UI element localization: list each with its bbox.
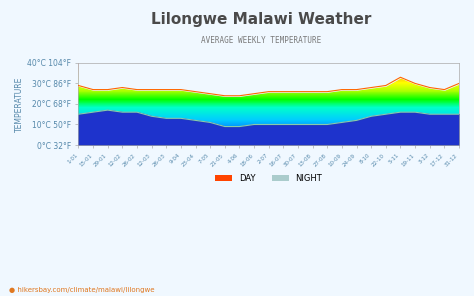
Text: ● hikersbay.com/climate/malawi/lilongwe: ● hikersbay.com/climate/malawi/lilongwe bbox=[9, 287, 155, 293]
Text: AVERAGE WEEKLY TEMPERATURE: AVERAGE WEEKLY TEMPERATURE bbox=[201, 36, 321, 44]
Text: Lilongwe Malawi Weather: Lilongwe Malawi Weather bbox=[151, 12, 371, 27]
Legend: DAY, NIGHT: DAY, NIGHT bbox=[212, 170, 325, 186]
Y-axis label: TEMPERATURE: TEMPERATURE bbox=[15, 76, 24, 132]
